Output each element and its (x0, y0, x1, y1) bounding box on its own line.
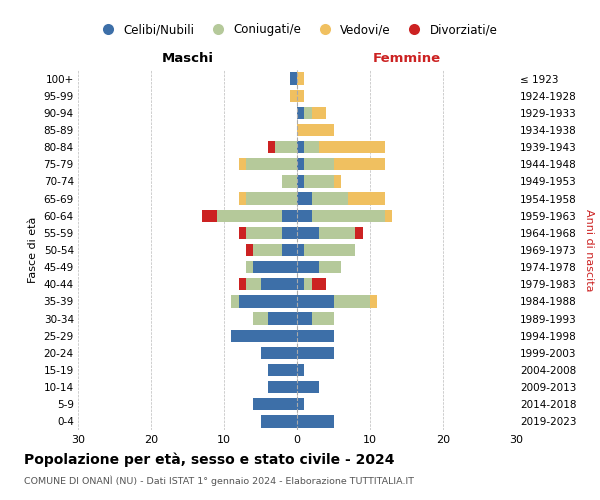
Bar (311, 106, 326, 119)
Bar (283, 176, 297, 188)
Bar (202, 210, 217, 222)
Bar (370, 296, 377, 308)
Y-axis label: Fasce di età: Fasce di età (28, 217, 38, 283)
Bar (275, 141, 297, 154)
Bar (232, 296, 239, 308)
Bar (268, 141, 275, 154)
Bar (304, 141, 319, 154)
Bar (297, 398, 304, 410)
Bar (297, 226, 319, 239)
Bar (239, 158, 246, 170)
Bar (311, 312, 334, 324)
Bar (246, 278, 260, 290)
Bar (217, 210, 283, 222)
Bar (297, 176, 304, 188)
Bar (268, 364, 297, 376)
Bar (319, 261, 341, 274)
Bar (253, 261, 297, 274)
Bar (239, 278, 246, 290)
Bar (268, 381, 297, 394)
Bar (334, 176, 341, 188)
Bar (334, 158, 385, 170)
Bar (297, 124, 334, 136)
Bar (297, 72, 304, 85)
Bar (246, 261, 253, 274)
Bar (297, 296, 334, 308)
Bar (297, 90, 304, 102)
Text: COMUNE DI ONANÌ (NU) - Dati ISTAT 1° gennaio 2024 - Elaborazione TUTTITALIA.IT: COMUNE DI ONANÌ (NU) - Dati ISTAT 1° gen… (24, 476, 414, 486)
Text: Maschi: Maschi (161, 52, 214, 65)
Bar (304, 244, 355, 256)
Bar (297, 244, 304, 256)
Bar (385, 210, 392, 222)
Bar (311, 278, 326, 290)
Bar (268, 312, 297, 324)
Bar (246, 192, 297, 204)
Bar (297, 381, 319, 394)
Bar (311, 192, 348, 204)
Bar (297, 312, 311, 324)
Bar (319, 141, 385, 154)
Bar (355, 226, 362, 239)
Bar (304, 106, 311, 119)
Bar (334, 296, 370, 308)
Bar (253, 398, 297, 410)
Legend: Celibi/Nubili, Coniugati/e, Vedovi/e, Divorziati/e: Celibi/Nubili, Coniugati/e, Vedovi/e, Di… (92, 18, 502, 40)
Bar (253, 312, 268, 324)
Bar (297, 158, 304, 170)
Text: Popolazione per età, sesso e stato civile - 2024: Popolazione per età, sesso e stato civil… (24, 452, 395, 467)
Bar (297, 141, 304, 154)
Bar (232, 330, 297, 342)
Bar (246, 158, 297, 170)
Bar (246, 244, 253, 256)
Bar (304, 176, 334, 188)
Bar (297, 210, 311, 222)
Bar (260, 416, 297, 428)
Text: Femmine: Femmine (373, 52, 440, 65)
Bar (290, 72, 297, 85)
Bar (297, 330, 334, 342)
Bar (239, 192, 246, 204)
Bar (348, 192, 385, 204)
Bar (283, 244, 297, 256)
Bar (239, 226, 246, 239)
Bar (319, 226, 355, 239)
Bar (253, 244, 283, 256)
Bar (304, 278, 311, 290)
Bar (260, 278, 297, 290)
Bar (283, 210, 297, 222)
Bar (260, 346, 297, 359)
Y-axis label: Anni di nascita: Anni di nascita (584, 209, 593, 291)
Bar (297, 364, 304, 376)
Bar (297, 416, 334, 428)
Bar (297, 261, 319, 274)
Bar (311, 210, 385, 222)
Bar (246, 226, 283, 239)
Bar (304, 158, 334, 170)
Bar (297, 278, 304, 290)
Bar (239, 296, 297, 308)
Bar (283, 226, 297, 239)
Bar (297, 192, 311, 204)
Bar (290, 90, 297, 102)
Bar (297, 106, 304, 119)
Bar (297, 346, 334, 359)
